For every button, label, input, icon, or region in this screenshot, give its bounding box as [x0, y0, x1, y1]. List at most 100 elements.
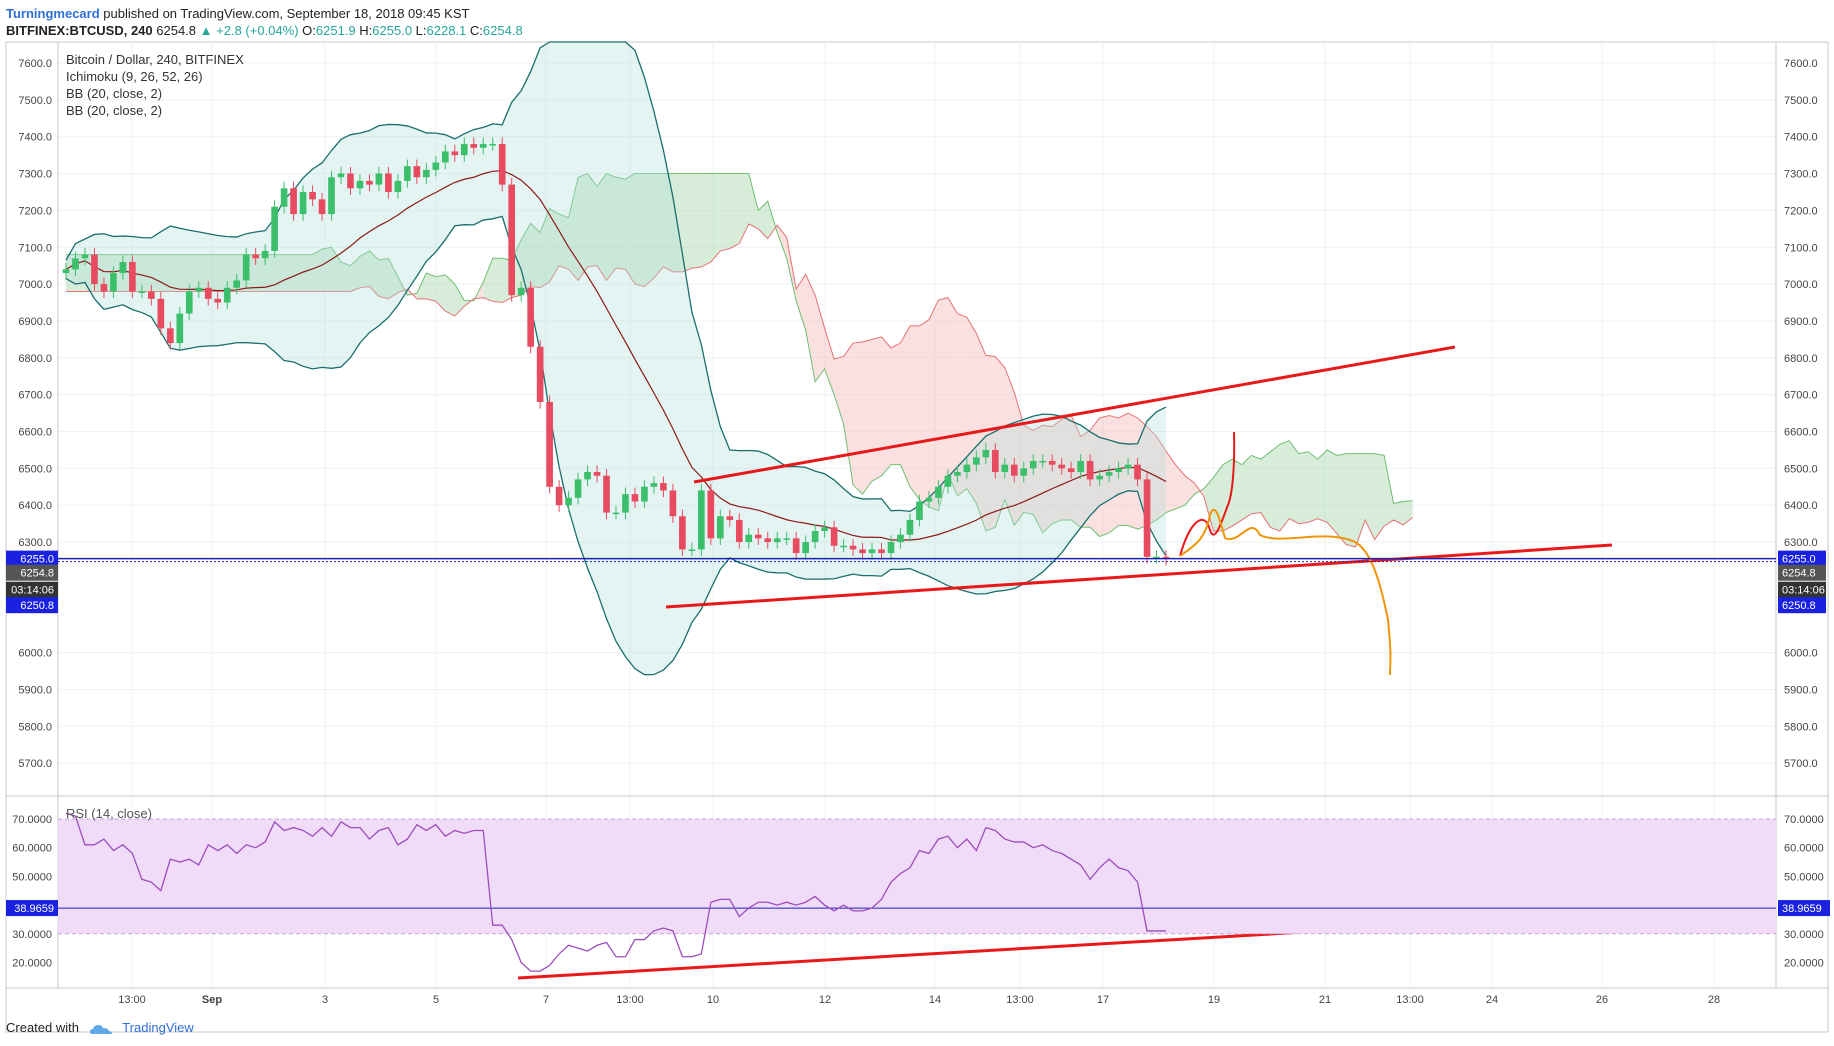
cloud-segment-128	[1279, 440, 1290, 531]
cloud-segment-10	[160, 254, 171, 292]
candle-body-86	[878, 549, 885, 554]
author-link[interactable]: Turningmecard	[6, 6, 100, 21]
cloud-segment-68	[710, 173, 721, 262]
cloud-segment-93	[947, 297, 958, 496]
candle-body-25	[299, 191, 307, 215]
left-badge-text-2: 03:14:06	[11, 585, 54, 597]
candle-body-40	[441, 151, 449, 163]
rsi-left-tick-2: 50.0000	[12, 871, 52, 883]
cloud-segment-133	[1327, 449, 1337, 534]
rsi-left-tick-4: 20.0000	[12, 958, 52, 970]
rsi-left-badge-text: 38.9659	[14, 903, 54, 915]
candle-body-53	[565, 497, 572, 506]
candle-body-101	[1020, 468, 1028, 476]
cloud-segment-101	[1023, 425, 1034, 515]
cloud-segment-69	[720, 173, 730, 251]
candle-body-113	[1134, 464, 1141, 480]
candle-body-12	[176, 313, 184, 344]
candle-body-108	[1086, 460, 1094, 480]
price-change: ▲ +2.8 (+0.04%)	[199, 23, 299, 38]
cloud-segment-58	[616, 177, 626, 270]
left-tick-0: 7600.0	[18, 58, 52, 70]
right-badge-2	[1778, 581, 1826, 598]
x-tick-4: 7	[543, 994, 549, 1006]
cloud-segment-118	[1184, 475, 1195, 506]
candle-body-64	[669, 490, 677, 517]
cloud-segment-107	[1080, 430, 1091, 528]
candle-body-36	[404, 166, 411, 181]
candle-body-27	[318, 199, 326, 215]
right-tick-8: 6800.0	[1784, 353, 1818, 365]
candle-body-55	[584, 472, 591, 480]
tradingview-link[interactable]: TradingView	[122, 1020, 194, 1035]
candle-body-48	[517, 287, 525, 296]
x-tick-7: 12	[819, 994, 831, 1006]
candle-body-16	[214, 298, 222, 303]
left-tick-17: 5700.0	[18, 758, 52, 770]
x-tick-0: 13:00	[118, 994, 146, 1006]
cloud-segment-83	[853, 341, 863, 495]
left-tick-6: 7000.0	[18, 279, 52, 291]
candle-body-102	[1029, 460, 1037, 469]
span-a-line	[66, 172, 1413, 538]
cloud-segment-23	[284, 254, 294, 292]
left-tick-2: 7400.0	[18, 132, 52, 144]
cloud-segment-81	[834, 356, 844, 425]
candle-body-93	[944, 475, 952, 487]
cloud-segment-109	[1099, 415, 1110, 537]
created-with: Created with	[6, 1020, 79, 1035]
cloud-segment-73	[758, 201, 768, 239]
rsi-right-tick-2: 50.0000	[1784, 871, 1824, 883]
cloud-segment-88	[900, 325, 910, 487]
candle-body-33	[375, 173, 383, 185]
low-value: 6228.1	[426, 23, 467, 38]
cloud-segment-75	[777, 225, 787, 259]
x-tick-15: 26	[1596, 994, 1608, 1006]
cloud-segment-86	[881, 336, 891, 476]
candle-body-31	[356, 180, 364, 189]
right-tick-14: 6000.0	[1784, 648, 1818, 660]
rsi-right-tick-4: 20.0000	[1784, 958, 1824, 970]
cloud-segment-61	[644, 173, 654, 287]
cloud-segment-127	[1270, 444, 1280, 531]
left-tick-10: 6600.0	[18, 427, 52, 439]
cloud-segment-97	[985, 355, 996, 531]
cloud-segment-76	[786, 237, 797, 301]
candle-body-38	[423, 169, 430, 178]
open-label: O:	[302, 23, 316, 38]
left-tick-8: 6800.0	[18, 353, 52, 365]
cloud-segment-111	[1118, 413, 1129, 526]
candle-body-85	[868, 549, 876, 554]
cloud-segment-60	[634, 173, 645, 287]
candle-body-71	[735, 519, 743, 543]
cloud-segment-112	[1128, 413, 1138, 530]
left-tick-13: 6300.0	[18, 537, 52, 549]
x-tick-6: 10	[707, 994, 719, 1006]
candle-body-50	[536, 346, 544, 403]
left-badge-2	[6, 581, 58, 598]
candle-body-17	[223, 287, 231, 303]
last-price: 6254.8	[156, 23, 197, 38]
cloud-segment-123	[1232, 459, 1242, 527]
cloud-segment-39	[435, 274, 446, 312]
cloud-segment-84	[862, 339, 873, 495]
candle-body-81	[830, 527, 838, 546]
candle-body-6	[119, 261, 127, 274]
candle-body-99	[1001, 464, 1009, 473]
right-tick-4: 7200.0	[1784, 205, 1818, 217]
candle-body-11	[166, 328, 174, 344]
high-value: 6255.0	[372, 23, 413, 38]
projection-orange	[1179, 508, 1392, 676]
candle-body-2	[81, 254, 89, 259]
cloud-segment-13	[189, 254, 199, 292]
candle-body-32	[366, 180, 373, 185]
candle-body-58	[612, 512, 620, 515]
cloud-segment-44	[483, 258, 493, 302]
cloud-segment-89	[909, 325, 920, 500]
candle-body-54	[574, 479, 582, 498]
candle-body-3	[91, 254, 98, 285]
cloud-segment-20	[255, 254, 266, 292]
close-label: C:	[469, 23, 483, 38]
candle-body-75	[773, 538, 781, 543]
